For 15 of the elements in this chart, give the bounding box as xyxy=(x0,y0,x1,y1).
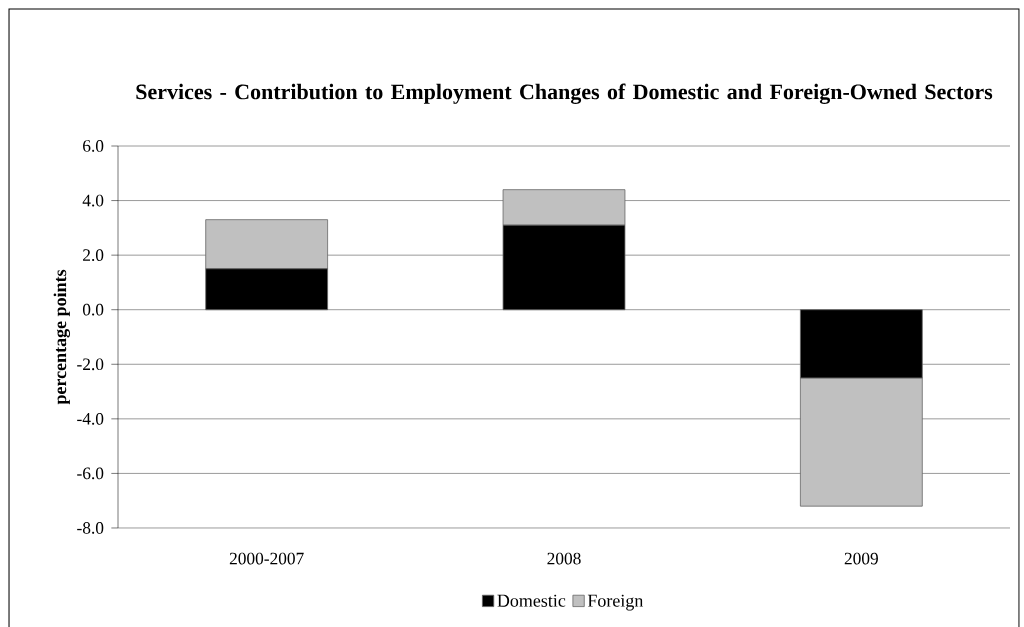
x-tick-label: 2009 xyxy=(844,552,878,565)
y-axis-title: percentage points xyxy=(53,269,71,405)
y-tick-label: 0.0 xyxy=(82,303,104,316)
y-tick-label: -2.0 xyxy=(77,358,104,371)
y-tick-label: 2.0 xyxy=(83,249,104,262)
y-tick-label: -6.0 xyxy=(77,467,104,480)
chart-title: Services - Contribution to Employment Changes of Domestic and Foreign-Owned Sectors xyxy=(136,83,993,104)
y-tick-label: 4.0 xyxy=(82,194,104,207)
legend-label: Foreign xyxy=(587,594,644,611)
y-tick-label: 6.0 xyxy=(83,140,104,152)
legend-label: Domestic xyxy=(497,594,566,607)
y-tick-label: -4.0 xyxy=(77,412,104,425)
x-tick-label: 2008 xyxy=(547,552,581,565)
x-tick-label: 2000-2007 xyxy=(229,552,304,565)
y-tick-label: -8.0 xyxy=(77,522,104,534)
